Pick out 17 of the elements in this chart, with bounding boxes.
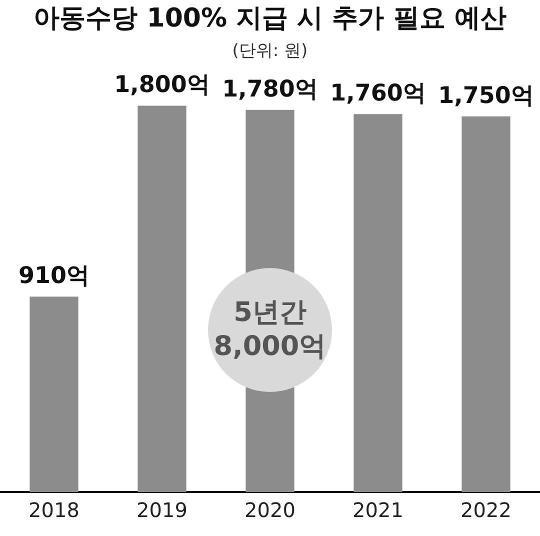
bar [354,114,402,492]
data-label: 910억 [18,263,90,290]
x-tick-label: 2020 [244,498,296,522]
annotation: 5년간 8,000억 [212,296,328,364]
chart-subtitle: (단위: 원) [232,40,308,61]
x-tick-label: 2022 [460,498,512,522]
bar [462,116,510,492]
x-tick-label: 2018 [28,498,80,522]
bar [138,106,186,492]
data-label: 1,800억 [114,72,210,98]
x-tick-label: 2019 [136,498,188,522]
bar [30,296,78,492]
x-tick-label: 2021 [352,498,404,522]
data-label: 1,780억 [222,76,318,102]
data-label: 1,750억 [438,82,534,109]
chart-title: 아동수당 100% 지급 시 추가 필요 예산 [34,3,506,34]
data-label: 1,760억 [330,80,426,107]
